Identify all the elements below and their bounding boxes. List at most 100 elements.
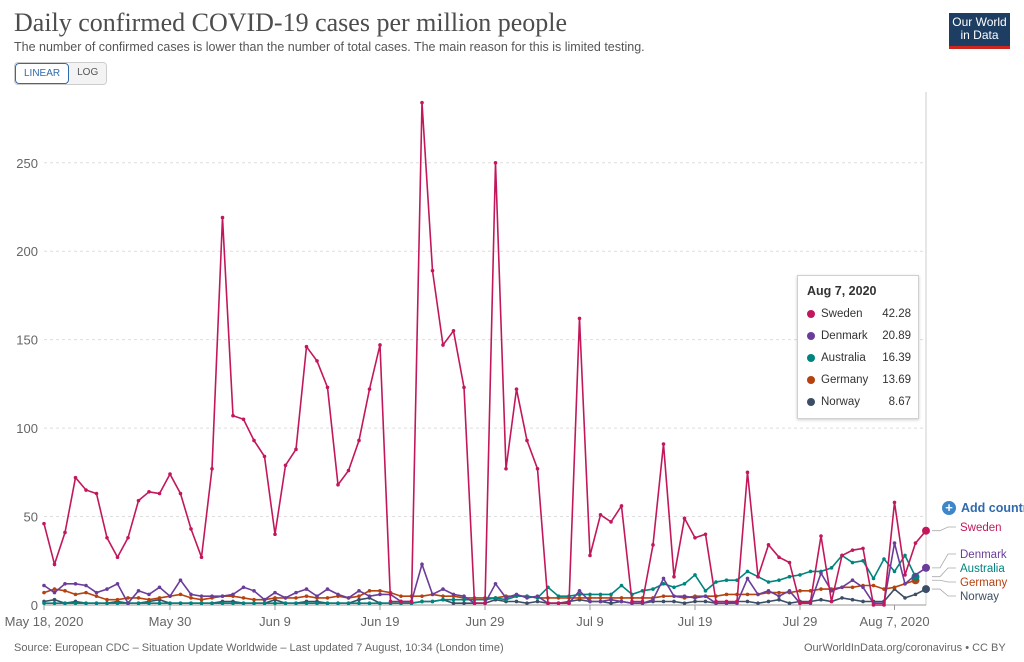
legend-dot-icon xyxy=(807,354,815,362)
tooltip-row: Norway 8.67 xyxy=(807,394,911,410)
y-tick-label: 100 xyxy=(16,421,38,436)
data-point xyxy=(745,599,750,604)
data-point xyxy=(766,543,771,547)
data-point xyxy=(693,599,697,604)
data-point xyxy=(787,601,792,606)
data-point xyxy=(514,592,519,597)
label-connector xyxy=(932,526,956,532)
y-tick-label: 150 xyxy=(16,333,38,348)
data-point xyxy=(441,597,445,602)
x-tick-label: May 18, 2020 xyxy=(5,614,84,629)
data-point xyxy=(777,594,781,598)
data-point xyxy=(588,599,592,604)
data-point xyxy=(598,599,603,604)
data-point xyxy=(304,587,309,591)
legend-dot-icon xyxy=(807,310,815,318)
data-point xyxy=(105,587,109,591)
tooltip-series-value: 16.39 xyxy=(882,352,911,364)
data-point xyxy=(903,573,907,577)
data-point xyxy=(273,601,277,606)
data-point xyxy=(913,573,918,577)
data-point xyxy=(231,413,235,418)
data-point xyxy=(136,498,141,503)
chart-title: Daily confirmed COVID-19 cases per milli… xyxy=(14,8,568,37)
data-point xyxy=(451,597,456,602)
data-point xyxy=(451,329,456,333)
data-point xyxy=(420,562,424,567)
data-point xyxy=(703,594,708,598)
owid-logo[interactable]: Our World in Data xyxy=(949,13,1010,49)
data-point xyxy=(483,601,487,606)
data-point xyxy=(52,590,57,595)
data-point xyxy=(903,553,907,558)
data-point xyxy=(598,592,603,597)
data-point xyxy=(619,583,624,588)
data-point xyxy=(199,594,204,598)
data-point xyxy=(787,574,792,579)
data-point xyxy=(661,599,666,604)
data-point xyxy=(52,562,57,567)
data-point xyxy=(462,594,466,598)
data-point xyxy=(262,597,267,602)
data-point xyxy=(84,583,88,588)
x-tick-label: May 30 xyxy=(149,614,192,629)
data-point xyxy=(63,581,67,586)
data-point xyxy=(105,601,109,606)
data-point xyxy=(693,573,697,577)
data-point xyxy=(871,603,876,607)
data-point xyxy=(745,592,750,597)
data-point xyxy=(420,599,424,604)
data-point xyxy=(861,546,865,551)
data-point xyxy=(535,466,540,471)
tooltip-row: Denmark 20.89 xyxy=(807,328,911,344)
data-point xyxy=(115,597,120,602)
data-point xyxy=(241,585,246,590)
data-point xyxy=(661,594,666,598)
data-point xyxy=(922,526,930,535)
data-point xyxy=(525,438,529,443)
linear-scale-button[interactable]: LINEAR xyxy=(15,63,70,84)
data-point xyxy=(357,589,361,593)
data-point xyxy=(850,548,855,552)
series-end-label: Sweden xyxy=(960,522,1002,534)
data-point xyxy=(283,596,288,600)
data-point xyxy=(922,563,930,572)
data-point xyxy=(556,601,561,606)
log-scale-button[interactable]: LOG xyxy=(69,63,107,84)
chart-subtitle: The number of confirmed cases is lower t… xyxy=(14,40,645,54)
tooltip-row: Australia 16.39 xyxy=(807,350,911,366)
source-note: Source: European CDC – Situation Update … xyxy=(14,642,504,654)
legend-dot-icon xyxy=(807,398,815,406)
data-point xyxy=(94,491,99,496)
data-point xyxy=(147,597,151,602)
data-point xyxy=(535,594,540,598)
add-country-button[interactable]: + Add country xyxy=(942,501,1024,515)
data-point xyxy=(42,583,46,588)
data-point xyxy=(567,601,571,606)
tooltip-series-value: 8.67 xyxy=(888,396,911,408)
data-point xyxy=(241,596,246,600)
data-point xyxy=(493,596,498,600)
credit-link[interactable]: OurWorldInData.org/coronavirus • CC BY xyxy=(804,642,1006,654)
scale-toggle: LINEAR LOG xyxy=(14,62,108,85)
data-point xyxy=(588,596,592,600)
data-point xyxy=(378,601,382,606)
data-point xyxy=(136,601,141,606)
data-point xyxy=(367,589,372,593)
data-point xyxy=(798,601,802,606)
data-point xyxy=(315,594,319,598)
data-point xyxy=(346,601,351,606)
data-point xyxy=(892,569,897,574)
data-point xyxy=(787,589,792,593)
data-point xyxy=(115,555,120,560)
data-point xyxy=(651,597,655,602)
data-point xyxy=(829,566,834,570)
series-end-label: Norway xyxy=(960,591,999,603)
tooltip-row: Sweden 42.28 xyxy=(807,306,911,322)
data-point xyxy=(672,599,676,604)
data-point xyxy=(882,603,886,607)
data-point xyxy=(609,520,613,524)
data-point xyxy=(745,470,750,475)
data-point xyxy=(189,527,193,531)
